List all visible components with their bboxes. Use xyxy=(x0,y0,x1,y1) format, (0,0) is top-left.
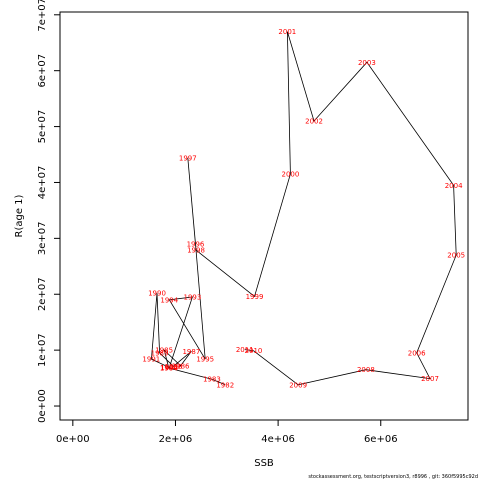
year-label: 2006 xyxy=(408,349,426,357)
year-label: 1985 xyxy=(155,347,173,355)
year-label: 1982 xyxy=(216,381,234,389)
year-label: 2005 xyxy=(447,252,465,260)
year-label: 1996 xyxy=(187,240,205,248)
x-tick-label: 4e+06 xyxy=(261,434,295,445)
year-label: 1992 xyxy=(160,364,178,372)
year-label: 2010 xyxy=(245,347,263,355)
year-label: 2011 xyxy=(236,346,254,354)
year-label: 1988 xyxy=(165,363,183,371)
year-label: 1983 xyxy=(203,376,221,384)
year-label: 2007 xyxy=(421,375,439,383)
y-tick-label: 3e+07 xyxy=(37,222,48,256)
year-label: 1998 xyxy=(187,247,205,255)
x-axis-title: SSB xyxy=(254,458,274,469)
series-line xyxy=(150,31,457,386)
y-axis: 0e+00 1e+07 2e+07 3e+07 4e+07 5e+07 6e+07 7e+07 xyxy=(37,0,61,423)
year-label: 1997 xyxy=(179,154,197,162)
year-label: 2003 xyxy=(358,59,376,67)
year-label: 1986 xyxy=(172,362,190,370)
year-label: 1989 xyxy=(151,349,169,357)
y-tick-label: 2e+07 xyxy=(37,277,48,311)
y-tick-label: 1e+07 xyxy=(37,333,48,367)
y-tick-label: 4e+07 xyxy=(37,166,48,200)
year-label: 1990 xyxy=(148,290,166,298)
x-tick-label: 6e+06 xyxy=(364,434,398,445)
year-label: 1994 xyxy=(160,296,178,304)
y-tick-label: 0e+00 xyxy=(37,389,48,423)
year-label: 2004 xyxy=(445,182,463,190)
footer-text: stockassessment.org, testscriptversion3,… xyxy=(308,474,478,480)
y-tick-label: 6e+07 xyxy=(37,54,48,88)
year-label: 2008 xyxy=(357,366,375,374)
x-tick-label: 0e+00 xyxy=(56,434,90,445)
year-label: 2009 xyxy=(289,381,307,389)
year-label: 1987 xyxy=(182,348,200,356)
x-tick-label: 2e+06 xyxy=(159,434,193,445)
x-axis: 0e+00 2e+06 4e+06 6e+06 xyxy=(56,419,398,445)
y-tick-label: 7e+07 xyxy=(37,0,48,32)
y-axis-title: R(age 1) xyxy=(14,194,25,237)
year-label: 2001 xyxy=(278,28,296,36)
year-label: 2002 xyxy=(305,117,323,125)
year-label: 2000 xyxy=(282,171,300,179)
year-label: 1993 xyxy=(183,294,201,302)
y-tick-label: 5e+07 xyxy=(37,110,48,144)
year-label: 1999 xyxy=(246,293,264,301)
year-label: 1984 xyxy=(160,365,178,373)
year-label: 1991 xyxy=(142,356,160,364)
year-label: 1995 xyxy=(196,356,214,364)
